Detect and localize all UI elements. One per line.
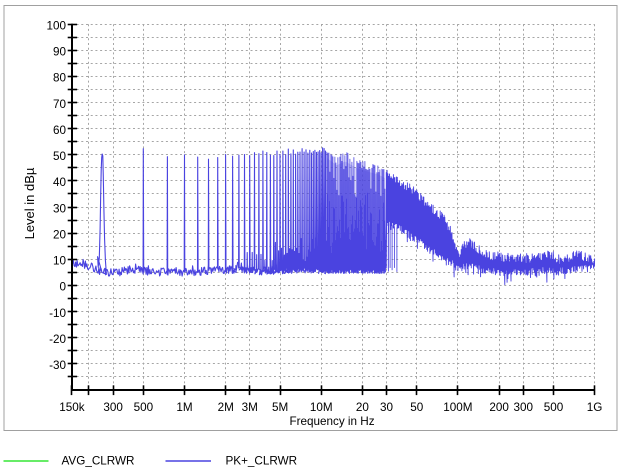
svg-text:100: 100 xyxy=(46,20,66,33)
svg-text:500: 500 xyxy=(134,401,154,414)
svg-text:PK+_CLRWR: PK+_CLRWR xyxy=(226,455,298,468)
svg-text:150k: 150k xyxy=(59,401,85,414)
svg-text:AVG_CLRWR: AVG_CLRWR xyxy=(62,455,135,468)
svg-text:20: 20 xyxy=(53,229,67,242)
svg-text:5M: 5M xyxy=(272,401,288,414)
svg-text:80: 80 xyxy=(53,72,67,85)
svg-text:500: 500 xyxy=(544,401,564,414)
svg-text:Level in dBµ: Level in dBµ xyxy=(22,167,37,239)
svg-text:1M: 1M xyxy=(176,401,192,414)
svg-text:-20: -20 xyxy=(49,333,66,346)
svg-text:10: 10 xyxy=(53,255,67,268)
svg-text:2M: 2M xyxy=(218,401,234,414)
svg-text:1G: 1G xyxy=(587,401,603,414)
svg-text:60: 60 xyxy=(53,124,67,137)
svg-text:100M: 100M xyxy=(443,401,472,414)
svg-text:20: 20 xyxy=(356,401,370,414)
svg-text:50: 50 xyxy=(53,150,67,163)
svg-text:Frequency in Hz: Frequency in Hz xyxy=(289,415,374,428)
svg-text:90: 90 xyxy=(53,46,67,59)
svg-text:300: 300 xyxy=(513,401,533,414)
svg-text:0: 0 xyxy=(59,281,66,294)
svg-text:30: 30 xyxy=(53,202,67,215)
svg-text:300: 300 xyxy=(103,401,123,414)
svg-text:50: 50 xyxy=(410,401,424,414)
svg-text:3M: 3M xyxy=(242,401,258,414)
svg-text:40: 40 xyxy=(53,176,67,189)
svg-text:70: 70 xyxy=(53,98,67,111)
svg-text:-10: -10 xyxy=(49,307,66,320)
svg-text:200: 200 xyxy=(489,401,509,414)
svg-text:-30: -30 xyxy=(49,359,66,372)
svg-text:10M: 10M xyxy=(310,401,333,414)
svg-text:30: 30 xyxy=(380,401,394,414)
